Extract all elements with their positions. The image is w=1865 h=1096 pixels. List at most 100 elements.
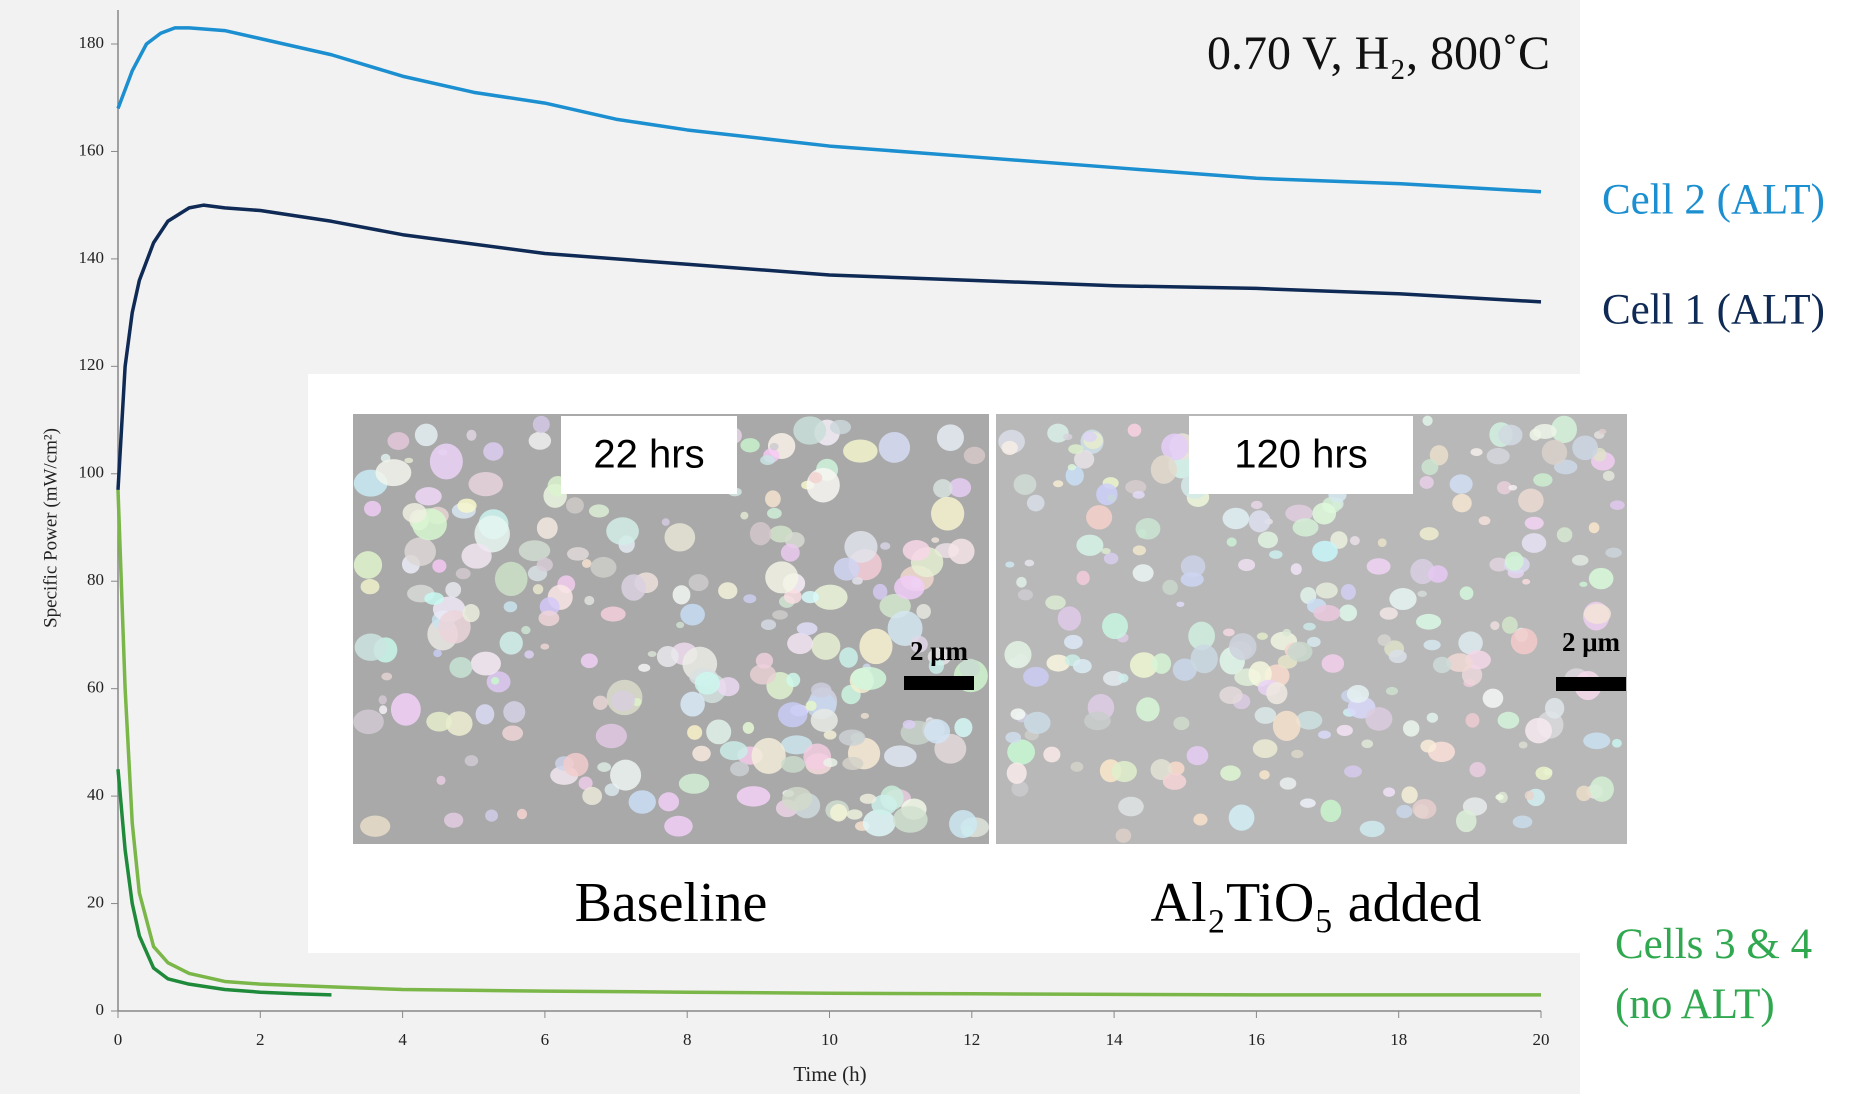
sem-grain (1603, 471, 1615, 481)
sem-grain (1423, 416, 1433, 426)
sem-grain (839, 729, 866, 745)
sem-grain (1320, 800, 1341, 823)
sem-grain (432, 559, 446, 572)
sem-grain (964, 447, 985, 464)
time-label: 22 hrs (593, 433, 704, 477)
sem-grain (1498, 425, 1522, 446)
series-group-label: Cells 3 & 4 (1615, 921, 1812, 968)
sem-grain (1300, 798, 1316, 807)
sem-grain (933, 479, 952, 498)
sem-grain (1047, 424, 1069, 443)
y-axis-label: Specific Power (mW/cm²) (40, 428, 61, 628)
sem-grain (1077, 571, 1090, 585)
x-axis-label: Time (h) (793, 1062, 866, 1086)
sem-grain (1498, 712, 1520, 729)
sem-grain (466, 430, 476, 441)
sem-grain (1396, 805, 1412, 818)
sem-grain (379, 705, 387, 714)
sem-grain (1389, 588, 1416, 610)
y-tick-label: 80 (87, 570, 104, 589)
sem-grain (533, 416, 550, 433)
sem-grain (404, 537, 436, 566)
scale-label: 2 μm (1562, 627, 1621, 657)
sem-grain (680, 604, 705, 626)
sem-grain (533, 584, 543, 594)
x-tick-label: 2 (256, 1030, 265, 1049)
sem-grain (593, 696, 608, 710)
sem-grain (1572, 435, 1598, 460)
sem-grain (1350, 536, 1360, 545)
sem-grain (679, 774, 709, 794)
sem-grain (1269, 550, 1283, 559)
sem-grain (1420, 476, 1434, 489)
sem-grain (403, 503, 427, 523)
inset-caption: Al₂TiO₅ added (1151, 872, 1482, 934)
sem-grain (687, 725, 702, 740)
sem-grain (1545, 698, 1564, 719)
sem-grain (444, 813, 463, 828)
sem-grain (880, 542, 890, 550)
sem-grain (680, 692, 705, 717)
sem-grain (1412, 799, 1436, 819)
sem-grain (1535, 767, 1552, 780)
chart: 0.70 V, H₂, 800˚C Time (h) Specific Powe… (0, 0, 1865, 1096)
sem-grain (884, 745, 917, 767)
sem-grain (483, 442, 503, 461)
sem-grain (1223, 628, 1235, 636)
sem-grain (781, 756, 805, 773)
sem-grain (465, 755, 479, 766)
x-tick-label: 20 (1533, 1030, 1550, 1049)
sem-grain (1533, 473, 1552, 486)
sem-grain (1152, 653, 1171, 674)
sem-grain (381, 673, 392, 681)
sem-grain (664, 523, 695, 551)
x-tick-label: 12 (963, 1030, 980, 1049)
sem-grain (1339, 604, 1357, 621)
sem-grain (355, 634, 387, 661)
sem-grain (1542, 440, 1567, 465)
sem-grain (695, 672, 720, 695)
sem-grain (1316, 583, 1338, 599)
sem-grain (706, 719, 731, 744)
sem-grain (1025, 560, 1035, 567)
sem-grain (1096, 483, 1118, 505)
sem-grain (811, 683, 832, 698)
sem-grain (462, 604, 479, 622)
sem-grain (597, 762, 611, 772)
sem-grain (1466, 713, 1480, 728)
sem-grain (1011, 708, 1026, 719)
sem-grain (1004, 641, 1031, 668)
sem-grain (437, 776, 446, 785)
sem-grain (1583, 732, 1610, 749)
sem-grain (842, 757, 863, 770)
sem-grain (1151, 455, 1177, 484)
sem-grain (740, 438, 759, 452)
sem-grain (1522, 579, 1530, 585)
sem-grain (1312, 541, 1338, 562)
sem-grain (1045, 595, 1066, 609)
sem-grain (770, 443, 779, 450)
y-tick-label: 180 (79, 33, 105, 52)
sem-grain (415, 424, 438, 446)
y-tick-label: 20 (87, 892, 104, 911)
sem-grain (802, 591, 819, 603)
sem-grain (1313, 605, 1340, 621)
sem-grain (903, 540, 930, 561)
sem-grain (1427, 713, 1438, 723)
sem-grain (1293, 518, 1319, 536)
sem-grain (391, 693, 421, 726)
sem-grain (461, 543, 491, 568)
time-label: 120 hrs (1234, 433, 1367, 477)
sem-grain (1533, 424, 1557, 439)
sem-grain (1071, 762, 1084, 772)
sem-grain (445, 582, 461, 598)
sem-grain (1598, 429, 1606, 434)
x-tick-label: 6 (541, 1030, 550, 1049)
sem-grain (1068, 444, 1083, 454)
sem-grain (1005, 562, 1014, 568)
series-group-label: (no ALT) (1615, 981, 1775, 1028)
sem-grain (1318, 731, 1331, 739)
sem-grain (404, 458, 413, 463)
sem-grain (491, 677, 499, 685)
sem-grain (1136, 518, 1161, 540)
